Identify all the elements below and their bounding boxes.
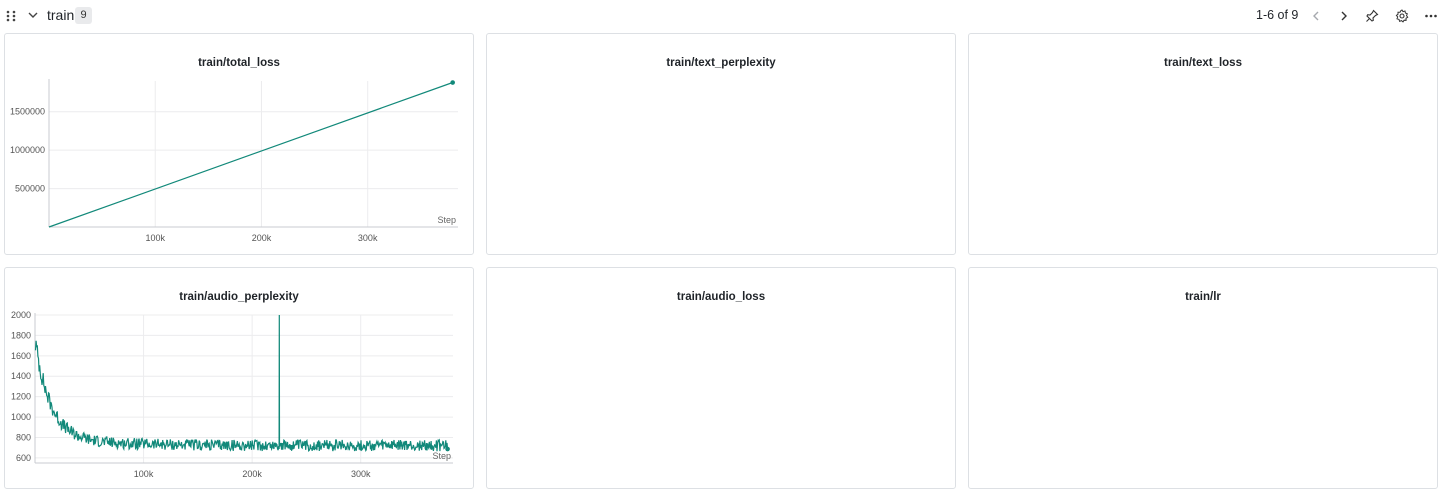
chart-panel-text-loss[interactable]: train/text_loss 246810100k200k300kStep [968,33,1438,255]
y-tick-label: 1200 [11,392,31,402]
series-end-point [450,80,455,85]
x-tick-label: 200k [252,233,272,243]
settings-button[interactable] [1392,6,1412,26]
series-line [34,314,449,452]
chart-panel-audio-perplexity[interactable]: train/audio_perplexity 600 800 1000 1200 140… [4,267,474,489]
x-tick-label: 200k [242,469,262,479]
y-tick-label: 1000000 [10,145,45,155]
chart-panel-audio-loss[interactable]: train/audio_loss 1015202530100k200k300kS… [486,267,956,489]
chart-title: train/lr [1185,291,1221,303]
chart-title: train/total_loss [198,57,280,69]
x-axis-label: Step [432,451,451,461]
pagination-text: 1-6 of 9 [1256,8,1299,22]
y-tick-label: 2000 [11,310,31,320]
gear-icon [1395,9,1409,23]
pin-button[interactable] [1362,6,1382,26]
y-tick-label: 1800 [11,330,31,340]
panel-count-badge: 9 [75,7,92,24]
y-tick-label: 1400 [11,371,31,381]
chevron-left-icon [1313,11,1319,21]
pin-icon [1366,9,1379,22]
section-header: train 9 1-6 of 9 [0,0,1456,32]
chart-title: train/audio_loss [676,291,766,303]
x-tick-label: 100k [145,233,165,243]
x-tick-label: 300k [351,469,371,479]
chevron-right-icon [1341,11,1347,21]
chart-canvas: 1015202530100k200k300kStep [487,268,957,490]
chart-canvas: 246810100k200k300kStep [969,34,1439,256]
chart-title: train/audio_perplexity [179,291,299,303]
next-page-button[interactable] [1334,6,1354,26]
series-line [48,81,453,228]
y-tick-label: 600 [16,453,31,463]
series-end-point [445,446,450,452]
chart-canvas: 2.533.544.55100k200k300kStep [487,34,957,256]
y-tick-label: 1000 [11,412,31,422]
y-tick-label: 1600 [11,351,31,361]
chart-canvas: 600 800 1000 1200 1400 1600 1800 2000 100k 200k 30… [11,310,453,479]
chart-panel-lr[interactable]: train/lr 0.000050.00010.00015100k200k300… [968,267,1438,489]
y-tick-label: 800 [16,432,31,442]
x-tick-label: 100k [134,469,154,479]
chart-panel-text-perplexity[interactable]: train/text_perplexity 2.533.544.55100k20… [486,33,956,255]
chart-title: train/text_perplexity [666,57,776,69]
chart-panel-total-loss[interactable]: train/total_loss 500000 1000000 1500000 100… [4,33,474,255]
chart-title: train/text_loss [1164,57,1242,69]
more-options-button[interactable] [1421,6,1441,26]
y-tick-label: 1500000 [10,107,45,117]
more-horizontal-icon [1425,14,1437,18]
y-tick-label: 500000 [15,184,45,194]
x-axis-label: Step [437,215,456,225]
chart-canvas: 500000 1000000 1500000 100k 200k 300k Step [10,79,458,243]
x-tick-label: 300k [358,233,378,243]
section-title[interactable]: train [47,7,75,23]
prev-page-button[interactable] [1306,6,1326,26]
chevron-down-icon[interactable] [27,9,39,21]
drag-handle-icon[interactable] [5,9,17,23]
